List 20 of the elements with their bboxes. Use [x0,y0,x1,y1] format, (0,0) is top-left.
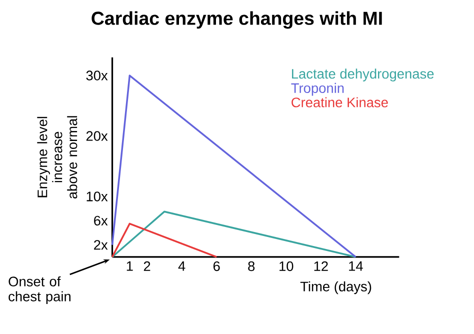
x-tick-label: 2 [144,261,150,271]
y-tick-label: 2x [94,240,108,250]
x-tick-label: 1 [126,261,133,271]
x-tick-label: 12 [314,261,328,271]
chart-title: Cardiac enzyme changes with MI [92,11,382,29]
x-tick-label: 10 [280,261,294,271]
text: Lactate dehydrogenase [292,68,434,82]
y-axis-title: Enzyme level increase above normal [37,116,78,198]
y-tick-label: 6x [94,216,108,226]
x-tick-label: 6 [213,261,220,271]
y-tick-label: 10x [86,191,108,202]
text: Creatine Kinase [292,97,388,108]
x-tick-label: 14 [349,261,363,271]
y-tick-label: 30x [86,70,108,80]
annotation: Onset of chest pain [8,276,70,304]
text: Troponin [291,82,344,96]
y-tick-label: 20x [86,131,108,141]
x-tick-label: 4 [178,261,186,271]
x-axis-title: Time (days) [300,281,372,294]
x-tick-label: 8 [248,261,255,271]
